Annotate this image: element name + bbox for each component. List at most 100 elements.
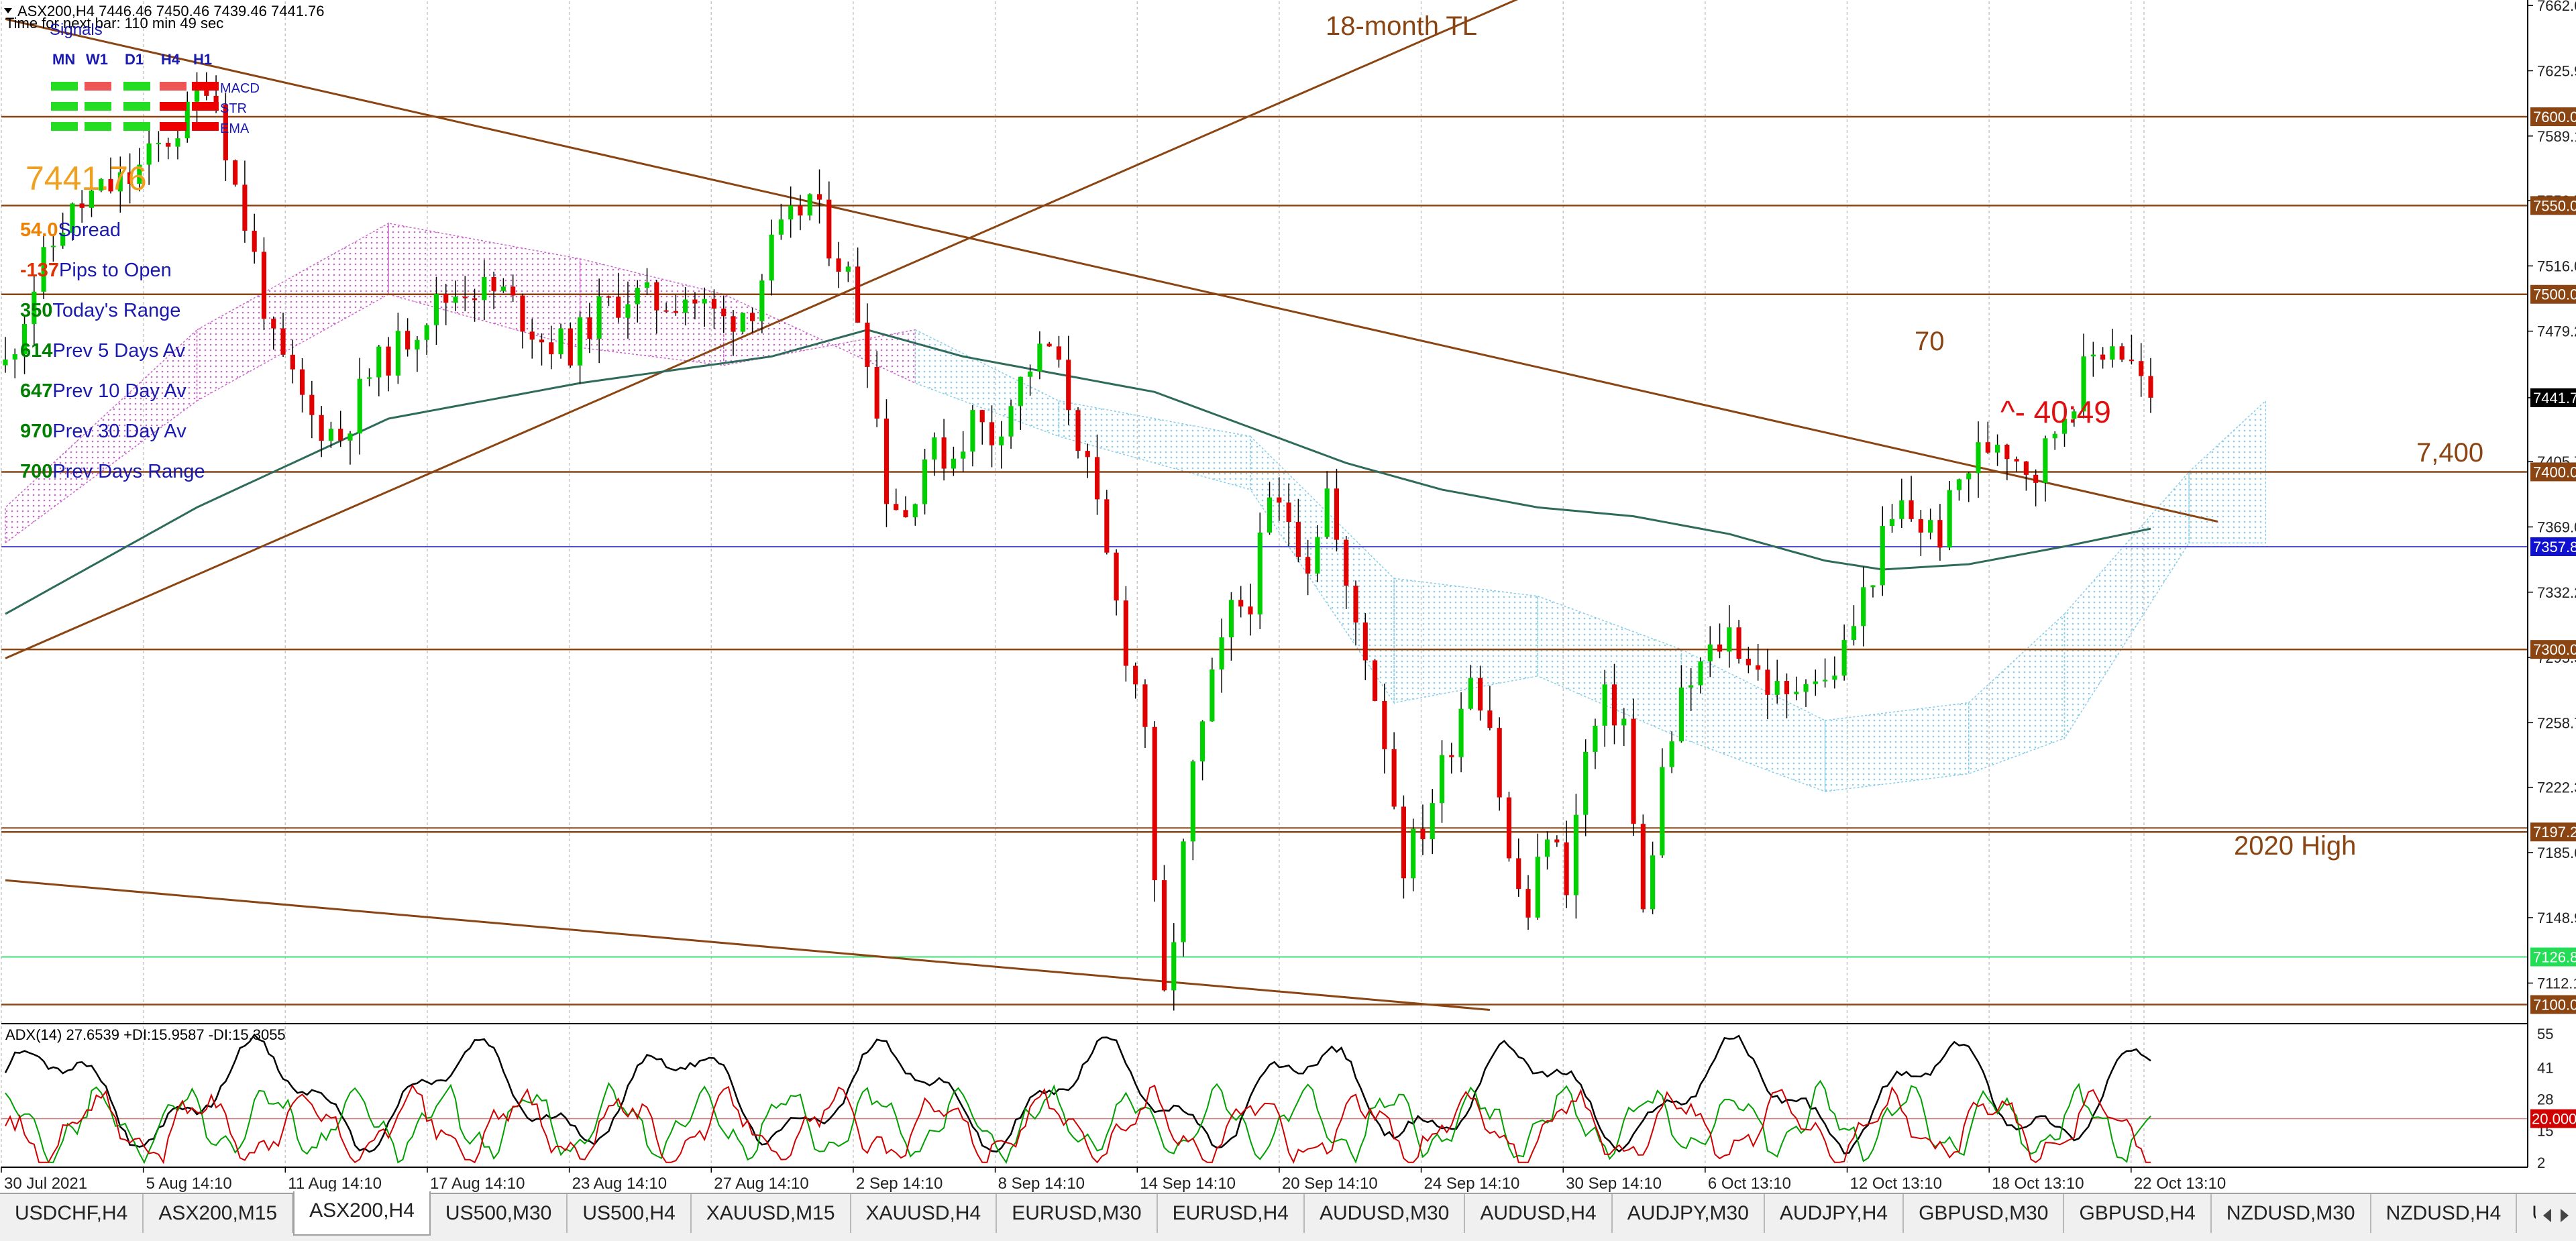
scroll-right-icon[interactable] xyxy=(2561,1209,2569,1222)
price-chart[interactable]: ADX(14) 27.6539 +DI:15.9587 -DI:15.3055 … xyxy=(0,0,2576,1193)
candle-body xyxy=(529,331,535,340)
symbol-tab[interactable]: US500,M30 xyxy=(431,1194,568,1233)
signal-timeframe: MN xyxy=(52,51,75,68)
candle-body xyxy=(156,142,161,144)
annotation-18-month-tl: 18-month TL xyxy=(1326,11,1477,41)
candle-body xyxy=(482,276,487,301)
candle-body xyxy=(558,328,564,355)
candle-body xyxy=(472,298,478,301)
candle-body xyxy=(1564,842,1569,896)
symbol-tab[interactable]: US500,H4 xyxy=(568,1194,692,1233)
time-label: 5 Aug 14:10 xyxy=(146,1175,232,1193)
candle-body xyxy=(1478,678,1483,711)
candle-body xyxy=(683,299,688,313)
symbol-tab[interactable]: XAUUSD,M15 xyxy=(692,1194,851,1233)
signal-cell xyxy=(123,82,150,91)
info-label: Prev Days Range xyxy=(52,461,205,482)
candle-body xyxy=(606,296,612,298)
symbol-tab[interactable]: GBPUSD,M30 xyxy=(1904,1194,2065,1233)
candle-body xyxy=(1248,606,1253,614)
candles xyxy=(3,72,2153,1011)
collapse-icon[interactable] xyxy=(4,8,12,13)
cloud-segment xyxy=(1058,400,1251,490)
candle-body xyxy=(271,319,276,329)
adx-line xyxy=(4,1033,2151,1154)
symbol-tab[interactable]: AUDUSD,H4 xyxy=(1465,1194,1613,1233)
candle-body xyxy=(1315,537,1320,574)
time-label: 20 Sep 14:10 xyxy=(1282,1175,1378,1193)
candle-body xyxy=(500,286,506,291)
symbol-tab[interactable]: AUDUSD,M30 xyxy=(1305,1194,1466,1233)
candle-body xyxy=(1257,532,1263,614)
symbol-tab[interactable]: ASX200,H4 xyxy=(293,1191,431,1236)
candle-body xyxy=(1889,519,1895,527)
candle-body xyxy=(874,366,879,419)
candle-body xyxy=(1688,685,1694,688)
symbol-tab[interactable]: AUDJPY,M30 xyxy=(1613,1194,1765,1233)
price-label-box xyxy=(2530,462,2576,482)
price-tick-label: 7516.00 xyxy=(2537,258,2576,274)
symbol-tab[interactable]: GBPUSD,H4 xyxy=(2064,1194,2212,1233)
candle-body xyxy=(1966,473,1972,480)
cloud-segment xyxy=(1680,648,1826,792)
symbol-tab[interactable]: EURUSD,M30 xyxy=(997,1194,1158,1233)
candle-body xyxy=(1238,600,1244,607)
candle-body xyxy=(1727,627,1732,652)
candle-body xyxy=(2043,438,2048,483)
candle-body xyxy=(2004,444,2010,460)
candle-body xyxy=(961,451,966,459)
ma-line xyxy=(5,329,2151,615)
price-tick-label: 7589.15 xyxy=(2537,128,2576,145)
candle-body xyxy=(1210,669,1215,722)
symbol-tab[interactable]: EURUSD,H4 xyxy=(1158,1194,1305,1233)
signal-cell xyxy=(85,122,111,131)
price-label: 7300.00 xyxy=(2533,641,2576,658)
time-label: 2 Sep 14:10 xyxy=(856,1175,943,1193)
candle-body xyxy=(395,331,400,376)
candle-body xyxy=(1861,587,1866,627)
info-value: 54.0 xyxy=(20,219,58,241)
candle-body xyxy=(204,90,209,96)
candle-body xyxy=(366,377,372,379)
signal-cell xyxy=(85,82,111,91)
candle-body xyxy=(951,458,956,469)
info-label: Prev 5 Days Av xyxy=(52,340,185,362)
info-value: 350 xyxy=(20,300,52,321)
time-label: 12 Oct 13:10 xyxy=(1850,1175,1942,1193)
candle-body xyxy=(1497,728,1502,798)
candle-body xyxy=(300,369,305,395)
candle-body xyxy=(826,199,832,259)
candle-body xyxy=(338,429,343,441)
info-label: Pips to Open xyxy=(59,260,172,281)
symbol-tab[interactable]: NZDUSD,M30 xyxy=(2212,1194,2371,1233)
signal-row-label: EMA xyxy=(220,121,250,136)
symbol-tab[interactable]: USDCHF,H4 xyxy=(0,1194,144,1233)
candle-body xyxy=(1085,451,1090,457)
symbol-tab[interactable]: AUDJPY,H4 xyxy=(1765,1194,1904,1233)
candle-body xyxy=(166,142,171,147)
info-value: 647 xyxy=(20,380,52,402)
tab-scroll[interactable] xyxy=(2536,1194,2576,1237)
candle-body xyxy=(807,194,812,216)
candle-body xyxy=(1947,490,1952,548)
candle-body xyxy=(280,328,286,355)
candle-body xyxy=(1756,665,1761,670)
time-label: 18 Oct 13:10 xyxy=(1992,1175,2084,1193)
candle-body xyxy=(1851,626,1856,641)
price-label: 7550.00 xyxy=(2533,197,2576,214)
candle-body xyxy=(711,299,717,309)
candle-body xyxy=(1669,741,1674,767)
candle-body xyxy=(1295,522,1301,557)
symbol-tab[interactable]: ASX200,M15 xyxy=(144,1194,294,1233)
scroll-left-icon[interactable] xyxy=(2543,1209,2551,1222)
price-tick-label: 7479.25 xyxy=(2537,323,2576,340)
symbol-tab[interactable]: XAUUSD,H4 xyxy=(851,1194,998,1233)
cloud-segment xyxy=(1824,702,1970,792)
adx-tick-label: 28 xyxy=(2537,1091,2553,1108)
time-label: 24 Sep 14:10 xyxy=(1424,1175,1520,1193)
symbol-tab[interactable]: NZDUSD,H4 xyxy=(2371,1194,2518,1233)
candle-body xyxy=(443,294,449,303)
candle-body xyxy=(386,346,391,376)
candle-body xyxy=(702,299,707,304)
candle-body xyxy=(1200,721,1205,762)
